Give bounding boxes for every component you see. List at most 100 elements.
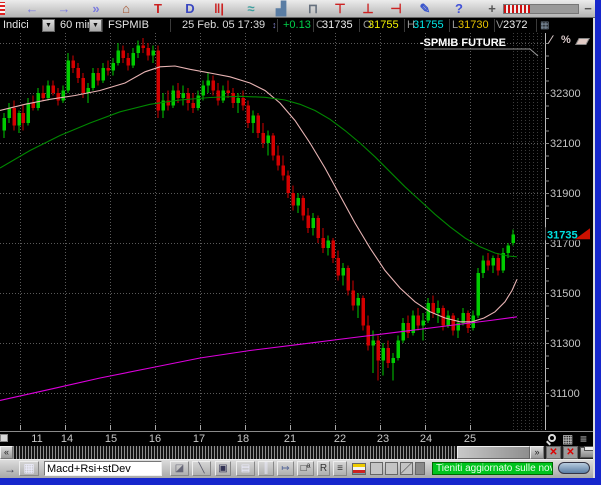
grid-toggle-icon[interactable]: ▦ — [562, 432, 574, 446]
symbol-input[interactable]: FSPMIB — [108, 19, 149, 31]
svg-text:31500: 31500 — [550, 288, 581, 300]
updown-icon[interactable]: ↕ — [272, 20, 277, 30]
dotted-grid-button[interactable]: ▤ — [236, 461, 255, 476]
change-value: +0.13 — [283, 19, 311, 31]
x-axis-label: 24 — [419, 433, 433, 445]
indicator-input[interactable] — [44, 461, 162, 476]
last-price-marker: 31735 — [545, 227, 593, 241]
fast-ma — [0, 65, 518, 323]
zoom-tool-icon[interactable] — [548, 434, 556, 442]
apply-indicator-icon[interactable]: → — [4, 462, 16, 476]
x-axis-label: 21 — [283, 433, 297, 445]
x-axis-label: 25 — [463, 433, 477, 445]
symbol-bar: Indici ▼ 60 min ▼ FSPMIB 25 Feb. 05 17:3… — [0, 18, 595, 33]
svg-text:31700: 31700 — [550, 238, 581, 250]
candles-layer — [2, 38, 515, 381]
interval-selector-label[interactable]: 60 min — [60, 19, 94, 31]
clipped-icon[interactable] — [0, 2, 5, 15]
separator — [359, 19, 360, 32]
marker-up-icon[interactable]: ⊤ — [334, 1, 346, 16]
interval-dropdown-button[interactable]: ▼ — [89, 19, 102, 32]
window-border-bottom — [0, 478, 601, 485]
scroll-right-button[interactable]: » — [530, 446, 544, 459]
svg-text:32300: 32300 — [550, 88, 581, 100]
scroll-left-button[interactable]: « — [0, 446, 13, 459]
frame-style-4-button[interactable] — [415, 462, 425, 475]
trendline-button[interactable]: ╲ — [192, 461, 211, 476]
zoom-slider[interactable] — [503, 4, 579, 14]
scrollbar-thumb[interactable] — [457, 446, 530, 459]
x-axis-label: 14 — [60, 433, 74, 445]
columns-button[interactable]: ║ — [258, 461, 274, 476]
histogram-icon[interactable]: ‖| — [213, 1, 225, 16]
snapshot-button[interactable]: ◪ — [170, 461, 189, 476]
annotation-button[interactable]: □ª — [297, 461, 314, 476]
index-selector-label[interactable]: Indici — [3, 19, 29, 31]
pen-tool-icon[interactable]: ✎ — [419, 1, 431, 16]
text-chart-icon[interactable]: T — [154, 1, 162, 16]
news-ticker[interactable]: Tieniti aggiornato sulle nov — [432, 462, 553, 475]
separator — [449, 19, 450, 32]
line-chart-icon[interactable]: ≈ — [247, 1, 255, 16]
help-icon[interactable]: ? — [455, 1, 463, 16]
x-axis-label: 23 — [376, 433, 390, 445]
rsi-button[interactable]: R — [317, 461, 330, 476]
quote-value-V: 2372 — [503, 19, 528, 31]
quote-label-L: L — [452, 19, 459, 31]
step-chart-icon[interactable]: ⊓ — [307, 1, 319, 16]
x-axis-label: 15 — [104, 433, 118, 445]
separator — [170, 19, 171, 32]
x-axis-label: 11 — [31, 433, 43, 445]
svg-text:31100: 31100 — [550, 388, 580, 400]
menu-icon[interactable]: ≡ — [580, 432, 588, 446]
x-axis-label: 17 — [192, 433, 206, 445]
zoom-in-icon[interactable]: − — [584, 1, 592, 16]
y-axis: 32300 32100 31900 31700 31500 31300 31100 — [545, 33, 581, 430]
percent-tool-icon[interactable]: % — [561, 34, 571, 46]
status-pill-button[interactable] — [558, 462, 590, 474]
list-button[interactable]: ≡ — [333, 461, 347, 476]
top-toolbar: ← → » ⌂ T D ‖| ≈ ▟ ⊓ ⊤ ⊥ ⊣ ✎? + − — [0, 0, 595, 18]
svg-text:31735: 31735 — [547, 229, 578, 241]
marker-down-icon[interactable]: ⊥ — [362, 1, 374, 16]
trendline-tool-icon[interactable]: ∕ — [550, 34, 552, 46]
x-axis-label: 22 — [333, 433, 347, 445]
window-edge — [0, 485, 601, 488]
x-axis-label: 16 — [148, 433, 162, 445]
back-arrow-icon[interactable]: ← — [25, 1, 39, 16]
svg-text:31900: 31900 — [550, 188, 581, 200]
draw-tools-icon[interactable]: D — [185, 1, 195, 16]
svg-text:32100: 32100 — [550, 138, 581, 150]
resize-handle[interactable] — [0, 434, 8, 442]
index-dropdown-button[interactable]: ▼ — [42, 19, 55, 32]
bottom-toolbar: → ▦ ◪╲ ▣ ▤║↦□ªR≡ Tieniti aggiornato sulle … — [0, 459, 595, 478]
close-chart-icon[interactable]: ✕ — [546, 446, 561, 459]
close-study-icon[interactable]: ✕ — [563, 446, 578, 459]
marker-left-icon[interactable]: ⊣ — [390, 1, 402, 16]
price-chart[interactable]: 32300 32100 31900 31700 31500 31300 31100 -SPMI… — [0, 33, 601, 431]
grid-view-button[interactable]: ▦ — [19, 461, 39, 476]
datetime-label: 25 Feb. 05 17:39 — [182, 19, 266, 31]
bar-chart-icon[interactable]: ▟ — [276, 1, 286, 16]
x-axis-strip: 11 14 15 16 17 18 21 22 23 24 25 ▦ ≡ — [0, 431, 595, 446]
frame-style-1-button[interactable] — [370, 462, 383, 475]
chart-page-icon[interactable]: ▦ — [540, 20, 550, 31]
forward-arrow-icon[interactable]: → — [57, 1, 71, 16]
panel-button[interactable]: ▣ — [215, 461, 231, 476]
separator — [102, 19, 103, 32]
frame-style-3-button[interactable] — [400, 462, 413, 475]
layers-icon[interactable] — [352, 463, 366, 475]
frame-style-2-button[interactable] — [385, 462, 398, 475]
fast-forward-icon[interactable]: » — [92, 1, 100, 16]
zoom-out-icon[interactable]: + — [488, 1, 496, 16]
shift-right-button[interactable]: ↦ — [277, 461, 294, 476]
home-chart-icon[interactable]: ⌂ — [122, 1, 130, 16]
quote-value-H: 31755 — [413, 19, 444, 31]
svg-text:31300: 31300 — [550, 338, 581, 350]
window-border-right — [595, 0, 601, 485]
separator — [313, 19, 314, 32]
moving-averages-layer — [0, 65, 518, 402]
window-inner-edge — [593, 18, 595, 478]
scrollbar-track[interactable] — [13, 446, 457, 459]
